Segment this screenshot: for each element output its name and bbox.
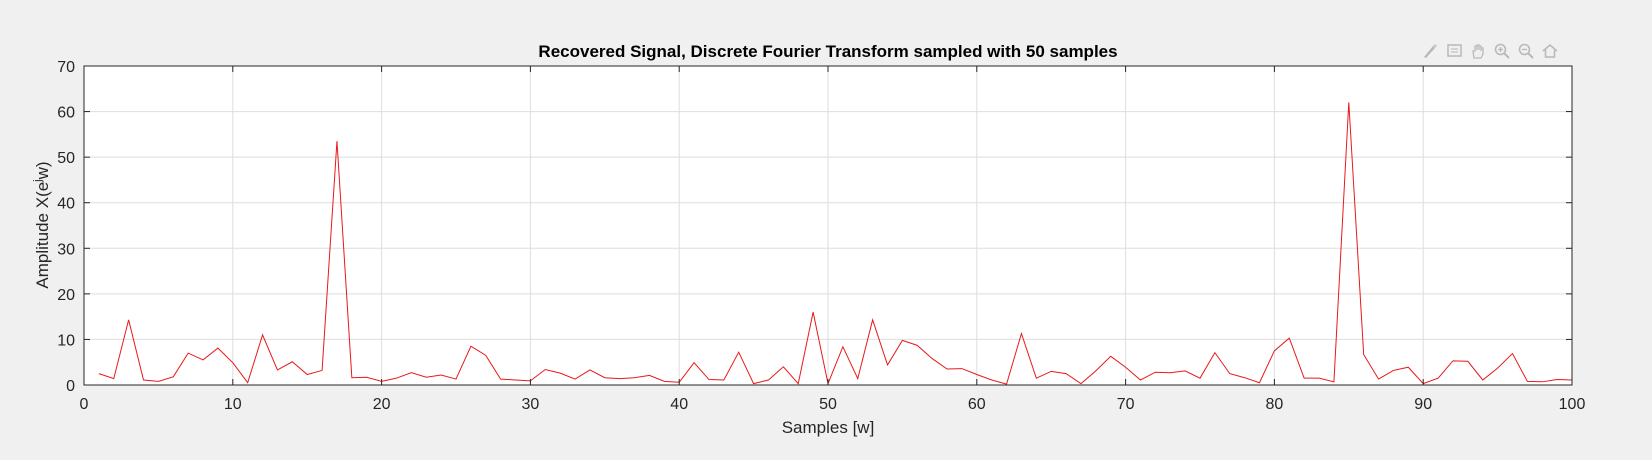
x-tick-label: 30 <box>522 396 540 413</box>
x-tick-label: 90 <box>1414 396 1432 413</box>
y-tick-label: 30 <box>57 241 75 258</box>
x-tick-label: 50 <box>819 396 837 413</box>
x-tick-label: 40 <box>670 396 688 413</box>
y-axis-label: Amplitude X(ejw) <box>32 161 52 288</box>
home-icon[interactable] <box>1540 41 1560 61</box>
plot-area[interactable]: 0 10 20 30 40 50 60 70 80 90 100 0 10 20 30 40 50 60 70 <box>57 59 1585 413</box>
brush-icon[interactable] <box>1420 41 1440 61</box>
x-tick-label: 60 <box>968 396 986 413</box>
y-tick-label: 40 <box>57 196 75 213</box>
x-axis-label: Samples [w] <box>782 418 875 437</box>
x-tick-label: 100 <box>1559 396 1586 413</box>
x-tick-label: 70 <box>1117 396 1135 413</box>
y-tick-label: 70 <box>57 59 75 76</box>
zoom-out-icon[interactable] <box>1516 41 1536 61</box>
y-axis-label-tail: w) <box>33 161 52 180</box>
x-tick-label: 80 <box>1266 396 1284 413</box>
y-tick-label: 60 <box>57 105 75 122</box>
series-line <box>98 102 1573 386</box>
pan-hand-icon[interactable] <box>1468 41 1488 61</box>
chart-title: Recovered Signal, Discrete Fourier Trans… <box>538 42 1117 61</box>
y-axis-label-text: Amplitude X(e <box>33 182 52 289</box>
x-tick-label: 0 <box>80 396 89 413</box>
x-tick-label: 10 <box>224 396 242 413</box>
y-tick-label: 20 <box>57 287 75 304</box>
figure-toolbar <box>1420 40 1560 62</box>
y-axis-label-superscript: j <box>32 179 44 182</box>
y-tick-label: 10 <box>57 332 75 349</box>
data-tip-icon[interactable] <box>1444 41 1464 61</box>
y-tick-label: 0 <box>66 378 75 395</box>
zoom-in-icon[interactable] <box>1492 41 1512 61</box>
y-tick-label: 50 <box>57 150 75 167</box>
x-tick-label: 20 <box>373 396 391 413</box>
